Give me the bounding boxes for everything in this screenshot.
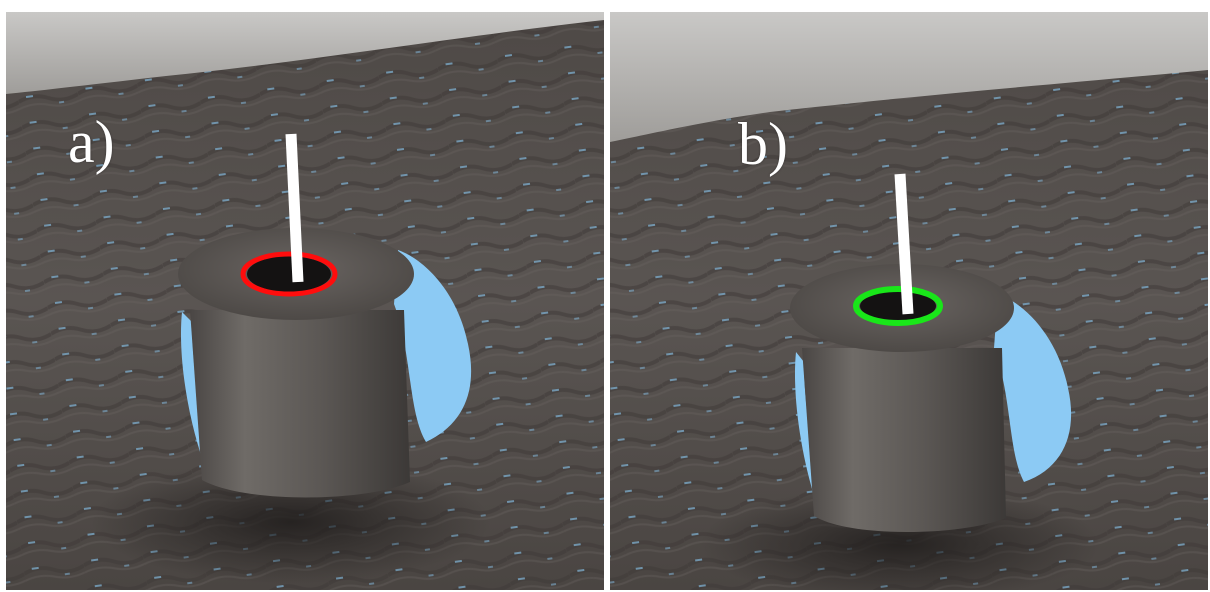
wall xyxy=(6,12,604,94)
panel-label-b: b) xyxy=(738,111,788,177)
axis-line xyxy=(285,133,304,283)
hole xyxy=(860,291,936,321)
scene-b xyxy=(610,12,1208,590)
wall xyxy=(610,12,1208,142)
missing-depth-edge xyxy=(794,352,824,508)
hole xyxy=(247,256,331,292)
missing-depth-region xyxy=(994,294,1072,482)
scene-a xyxy=(6,12,604,590)
panel-label-a: a) xyxy=(68,109,115,175)
cylinder-body xyxy=(802,348,1006,532)
missing-depth-region xyxy=(394,250,472,442)
object-shadow xyxy=(91,460,491,584)
green-rim xyxy=(853,286,943,326)
axis-line xyxy=(894,173,914,315)
panel-b: b) xyxy=(610,12,1208,590)
cylinder-body xyxy=(190,310,410,498)
panel-a: a) xyxy=(6,12,604,590)
red-rim xyxy=(240,251,338,297)
